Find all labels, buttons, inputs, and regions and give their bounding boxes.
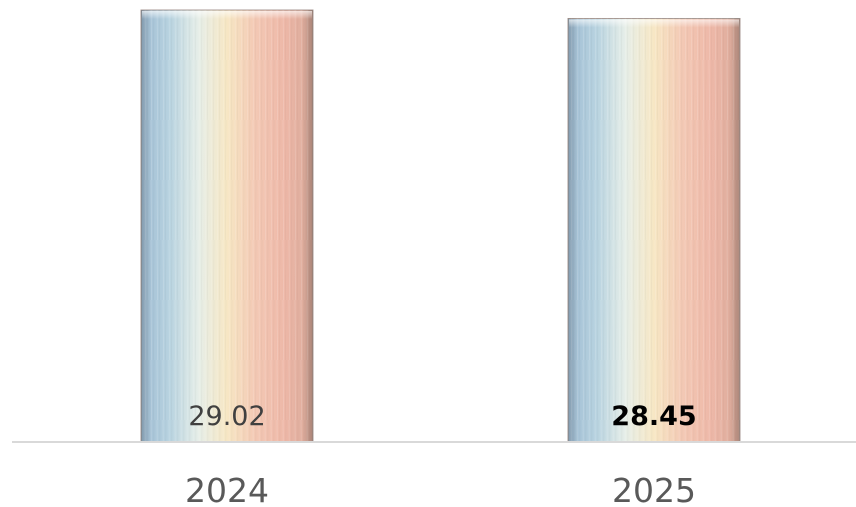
labels-layer: 29.02 2024 28.45 2025 bbox=[185, 401, 697, 507]
bar-bevel-sides bbox=[568, 18, 740, 443]
bar-bevel-sides bbox=[141, 10, 313, 442]
bar-bevel-top bbox=[569, 19, 739, 28]
data-label-2025: 28.45 bbox=[611, 401, 696, 432]
category-label-2025: 2025 bbox=[612, 471, 696, 507]
category-label-2024: 2024 bbox=[185, 471, 269, 507]
bar-2025 bbox=[567, 17, 741, 443]
bar-bevel-top bbox=[142, 11, 312, 19]
bars-layer bbox=[140, 9, 741, 443]
data-label-2024: 29.02 bbox=[188, 401, 265, 432]
bar-2024 bbox=[140, 9, 314, 443]
